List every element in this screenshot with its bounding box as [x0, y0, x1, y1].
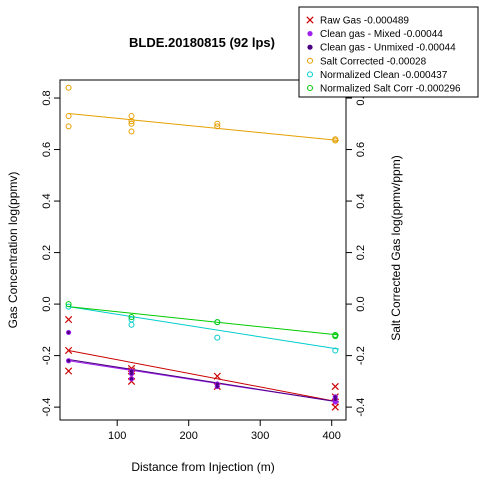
x-tick-label: 100 — [108, 430, 126, 442]
data-point — [129, 372, 134, 376]
data-point — [333, 397, 337, 401]
y2-tick-label: 0.4 — [355, 193, 367, 208]
legend-label: Raw Gas -0.000489 — [320, 16, 409, 27]
legend-label: Normalized Clean -0.000437 — [320, 70, 448, 81]
y-tick-label: 0.0 — [41, 296, 53, 311]
fit-lines — [68, 112, 339, 403]
data-point — [332, 347, 339, 354]
fit-line — [68, 306, 339, 350]
y2-tick-label: 0.2 — [355, 245, 367, 260]
data-point — [128, 128, 135, 135]
y2-tick-label: -0.4 — [355, 398, 367, 417]
fit-line — [68, 306, 339, 336]
data-point — [215, 384, 219, 389]
y2-tick-label: 0.0 — [355, 296, 367, 311]
legend-marker — [306, 16, 314, 24]
legend-items: Raw Gas -0.000489 Clean gas - Mixed -0.00… — [306, 16, 461, 95]
data-point — [128, 120, 135, 127]
x-axis-title: Distance from Injection (m) — [131, 460, 274, 474]
y-tick-label: 0.8 — [41, 90, 53, 105]
data-point — [214, 120, 221, 127]
x-tick-label: 400 — [323, 430, 341, 442]
data-point — [64, 346, 73, 355]
data-point — [65, 113, 72, 120]
data-point — [128, 313, 135, 320]
data-point — [215, 382, 219, 386]
data-point — [213, 372, 221, 380]
y-tick-label: -0.2 — [41, 346, 53, 365]
fit-line — [68, 358, 339, 403]
data-point — [331, 403, 339, 411]
data-point — [64, 315, 73, 324]
legend-marker — [307, 30, 313, 37]
data-point — [64, 367, 73, 375]
y-tick-label: 0.4 — [41, 193, 53, 208]
data-point — [129, 377, 134, 381]
data-point — [129, 369, 134, 373]
data-point — [214, 319, 221, 326]
data-point — [332, 137, 339, 144]
data-point — [332, 399, 338, 405]
y-tick-label: 0.6 — [41, 142, 53, 157]
legend-label: Clean gas - Unmixed -0.00044 — [320, 43, 456, 54]
y-axis-title: Gas Concentration log(ppmv) — [6, 172, 20, 329]
y-tick-label: 0.2 — [41, 245, 53, 260]
data-points — [64, 84, 339, 411]
y2-axis-title: Salt Corrected Gas log(ppmv/ppm) — [389, 155, 403, 340]
data-point — [214, 123, 221, 130]
data-point — [331, 382, 339, 391]
legend-label: Clean gas - Mixed -0.00044 — [320, 29, 443, 40]
legend-marker — [307, 57, 313, 64]
fit-line — [68, 112, 339, 142]
y2-tick-label: -0.2 — [355, 346, 367, 365]
fit-line — [68, 349, 339, 403]
legend: Raw Gas -0.000489 Clean gas - Mixed -0.00… — [298, 6, 479, 98]
data-point — [332, 333, 339, 340]
data-point — [65, 303, 72, 310]
y2-tick-label: 0.6 — [355, 142, 367, 157]
data-point — [65, 84, 72, 91]
legend-label: Normalized Salt Corr -0.000296 — [320, 84, 461, 95]
legend-label: Salt Corrected -0.00028 — [320, 56, 427, 67]
data-point — [128, 321, 135, 328]
data-point — [66, 330, 71, 335]
data-point — [333, 395, 337, 399]
legend-marker — [307, 85, 313, 91]
legend-marker — [307, 71, 313, 78]
legend-marker — [307, 44, 313, 50]
y-tick-label: -0.4 — [41, 398, 53, 417]
data-point — [65, 123, 72, 130]
data-point — [66, 359, 71, 363]
chart-title: BLDE.20180815 (92 lps) — [129, 35, 275, 50]
x-tick-label: 300 — [251, 430, 269, 442]
data-point — [128, 118, 135, 125]
legend-box — [298, 6, 479, 98]
axes: 100 200 300 400 -0.4 -0.2 0.0 0.2 0.4 0.6 0.8 -0.4 -… — [41, 90, 367, 442]
plot-box — [59, 79, 347, 421]
data-point — [65, 301, 72, 308]
data-point — [214, 334, 221, 341]
x-tick-label: 200 — [180, 430, 198, 442]
